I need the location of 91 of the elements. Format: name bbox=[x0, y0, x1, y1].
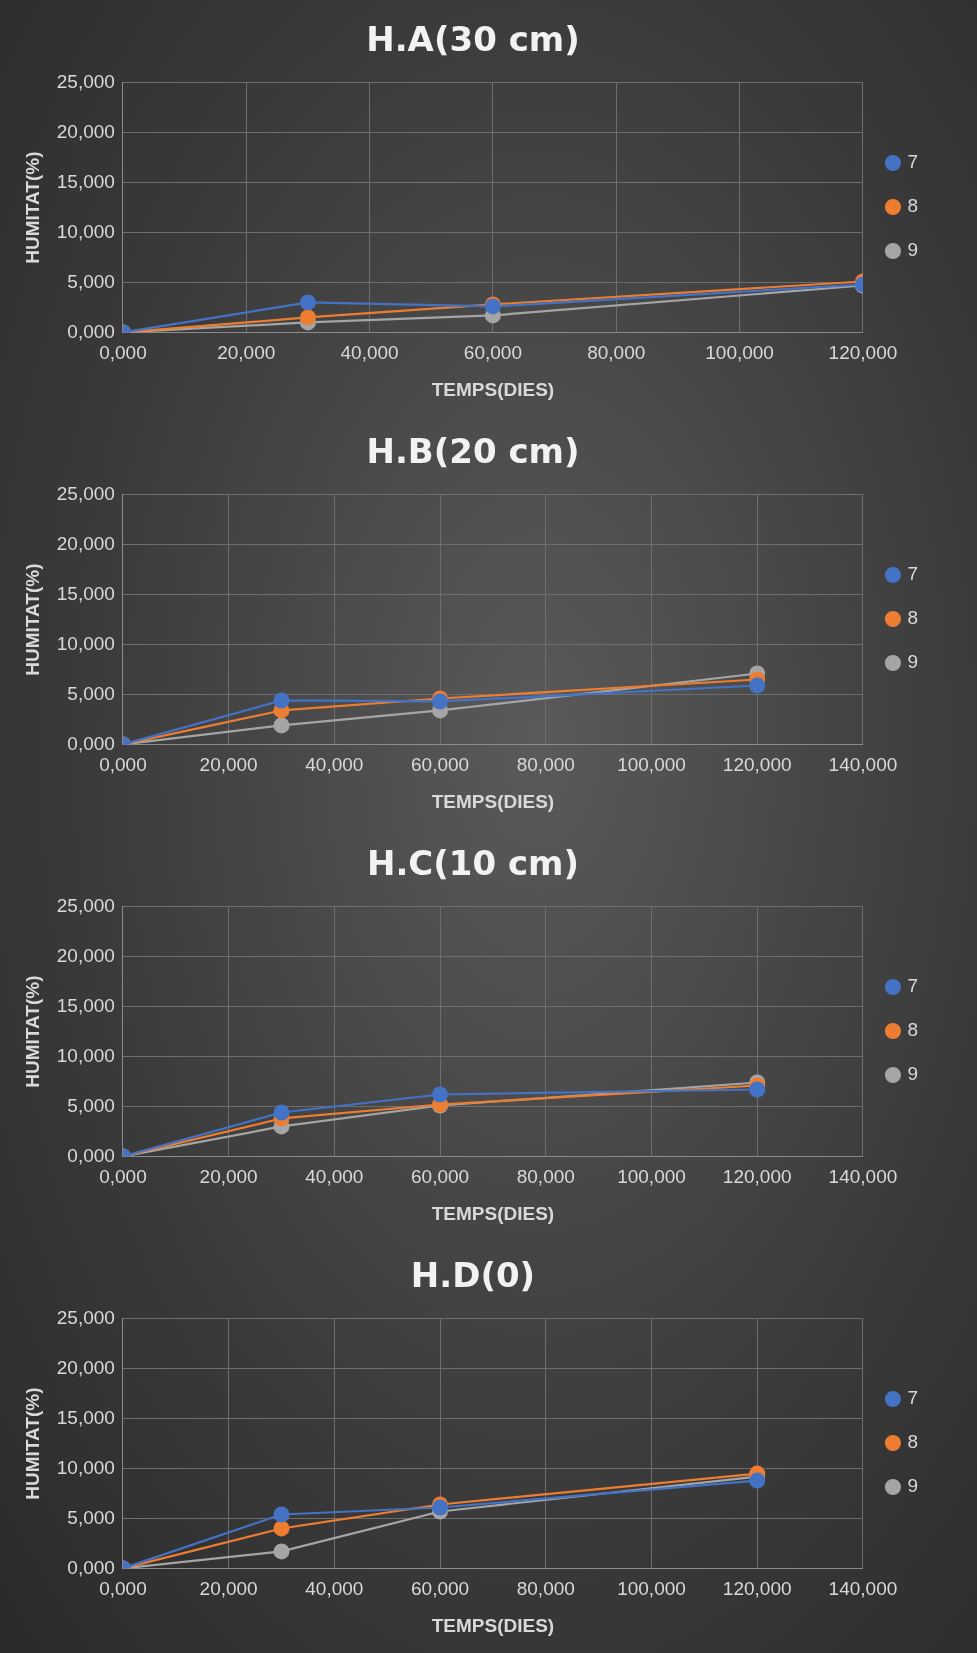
point bbox=[273, 1520, 290, 1537]
x-tick-label: 20,000 bbox=[199, 1166, 258, 1188]
x-tick-label: 40,000 bbox=[305, 1166, 364, 1188]
legend-label: 9 bbox=[907, 1063, 919, 1085]
y-tick-label: 20,000 bbox=[56, 532, 115, 554]
legend-label: 8 bbox=[907, 1019, 919, 1041]
y-tick-label: 10,000 bbox=[56, 220, 115, 242]
x-tick-label: 140,000 bbox=[828, 1578, 898, 1600]
y-tick-label: 20,000 bbox=[56, 944, 115, 966]
x-tick-label: 120,000 bbox=[828, 342, 898, 364]
x-tick-label: 120,000 bbox=[722, 1578, 792, 1600]
y-tick-label: 25,000 bbox=[56, 71, 115, 93]
y-tick-label: 5,000 bbox=[67, 1094, 115, 1116]
x-tick-label: 100,000 bbox=[617, 1578, 686, 1600]
x-tick-label: 100,000 bbox=[705, 342, 774, 364]
x-tick-label: 60,000 bbox=[411, 1578, 470, 1600]
legend-label: 8 bbox=[907, 1431, 919, 1453]
x-tick-label: 20,000 bbox=[199, 1578, 258, 1600]
legend-label: 7 bbox=[907, 151, 919, 173]
legend-label: 9 bbox=[907, 1475, 919, 1497]
chart-title: H.D(0) bbox=[410, 1255, 536, 1296]
legend-label: 7 bbox=[907, 1387, 919, 1409]
point bbox=[299, 294, 316, 311]
y-tick-label: 5,000 bbox=[67, 682, 115, 704]
x-tick-label: 40,000 bbox=[340, 342, 399, 364]
x-tick-label: 60,000 bbox=[411, 1166, 470, 1188]
y-tick-label: 5,000 bbox=[67, 270, 115, 292]
point bbox=[273, 1543, 290, 1560]
x-tick-label: 20,000 bbox=[217, 342, 276, 364]
y-tick-label: 25,000 bbox=[56, 483, 115, 505]
y-tick-label: 20,000 bbox=[56, 120, 115, 142]
y-tick-label: 15,000 bbox=[56, 994, 115, 1016]
y-tick-label: 10,000 bbox=[56, 1456, 115, 1478]
x-tick-label: 0,000 bbox=[99, 754, 147, 776]
y-tick-label: 0,000 bbox=[67, 1556, 115, 1578]
y-tick-label: 0,000 bbox=[67, 732, 115, 754]
point bbox=[749, 677, 766, 694]
x-tick-label: 60,000 bbox=[463, 342, 522, 364]
point bbox=[273, 717, 290, 734]
x-tick-label: 40,000 bbox=[305, 1578, 364, 1600]
x-tick-label: 0,000 bbox=[99, 1166, 147, 1188]
point bbox=[432, 1086, 449, 1103]
point bbox=[299, 309, 316, 326]
x-tick-label: 120,000 bbox=[722, 754, 792, 776]
x-axis-title: TEMPS(DIES) bbox=[431, 1614, 555, 1636]
y-tick-label: 15,000 bbox=[56, 1406, 115, 1428]
y-tick-label: 0,000 bbox=[67, 320, 115, 342]
chart-title: H.C(10 cm) bbox=[366, 843, 580, 884]
point bbox=[273, 1506, 290, 1523]
x-tick-label: 100,000 bbox=[617, 754, 686, 776]
point bbox=[749, 1081, 766, 1098]
y-tick-label: 0,000 bbox=[67, 1144, 115, 1166]
y-tick-label: 25,000 bbox=[56, 895, 115, 917]
y-tick-label: 15,000 bbox=[56, 582, 115, 604]
x-axis-title: TEMPS(DIES) bbox=[431, 790, 555, 812]
x-tick-label: 80,000 bbox=[516, 1166, 575, 1188]
legend-label: 9 bbox=[907, 239, 919, 261]
y-axis-title: HUMITAT(%) bbox=[21, 151, 43, 264]
y-tick-label: 15,000 bbox=[56, 170, 115, 192]
y-tick-label: 10,000 bbox=[56, 1044, 115, 1066]
legend-label: 8 bbox=[907, 607, 919, 629]
x-tick-label: 20,000 bbox=[199, 754, 258, 776]
x-tick-label: 0,000 bbox=[99, 1578, 147, 1600]
x-tick-label: 0,000 bbox=[99, 342, 147, 364]
legend-label: 7 bbox=[907, 975, 919, 997]
legend-label: 9 bbox=[907, 651, 919, 673]
y-axis-title: HUMITAT(%) bbox=[21, 563, 43, 676]
x-tick-label: 80,000 bbox=[516, 754, 575, 776]
x-tick-label: 80,000 bbox=[516, 1578, 575, 1600]
y-axis-title: HUMITAT(%) bbox=[21, 975, 43, 1088]
x-axis-title: TEMPS(DIES) bbox=[431, 1202, 555, 1224]
y-tick-label: 10,000 bbox=[56, 632, 115, 654]
x-tick-label: 80,000 bbox=[587, 342, 646, 364]
chart-title: H.B(20 cm) bbox=[366, 431, 580, 472]
x-tick-label: 140,000 bbox=[828, 1166, 898, 1188]
x-tick-label: 100,000 bbox=[617, 1166, 686, 1188]
point bbox=[273, 692, 290, 709]
legend-label: 7 bbox=[907, 563, 919, 585]
chart-title: H.A(30 cm) bbox=[366, 19, 580, 60]
y-tick-label: 5,000 bbox=[67, 1506, 115, 1528]
x-tick-label: 60,000 bbox=[411, 754, 470, 776]
x-axis-title: TEMPS(DIES) bbox=[431, 378, 555, 400]
y-tick-label: 20,000 bbox=[56, 1356, 115, 1378]
y-tick-label: 25,000 bbox=[56, 1307, 115, 1329]
point bbox=[273, 1104, 290, 1121]
x-tick-label: 40,000 bbox=[305, 754, 364, 776]
y-axis-title: HUMITAT(%) bbox=[21, 1387, 43, 1500]
x-tick-label: 120,000 bbox=[722, 1166, 792, 1188]
legend-label: 8 bbox=[907, 195, 919, 217]
point bbox=[749, 1472, 766, 1489]
x-tick-label: 140,000 bbox=[828, 754, 898, 776]
